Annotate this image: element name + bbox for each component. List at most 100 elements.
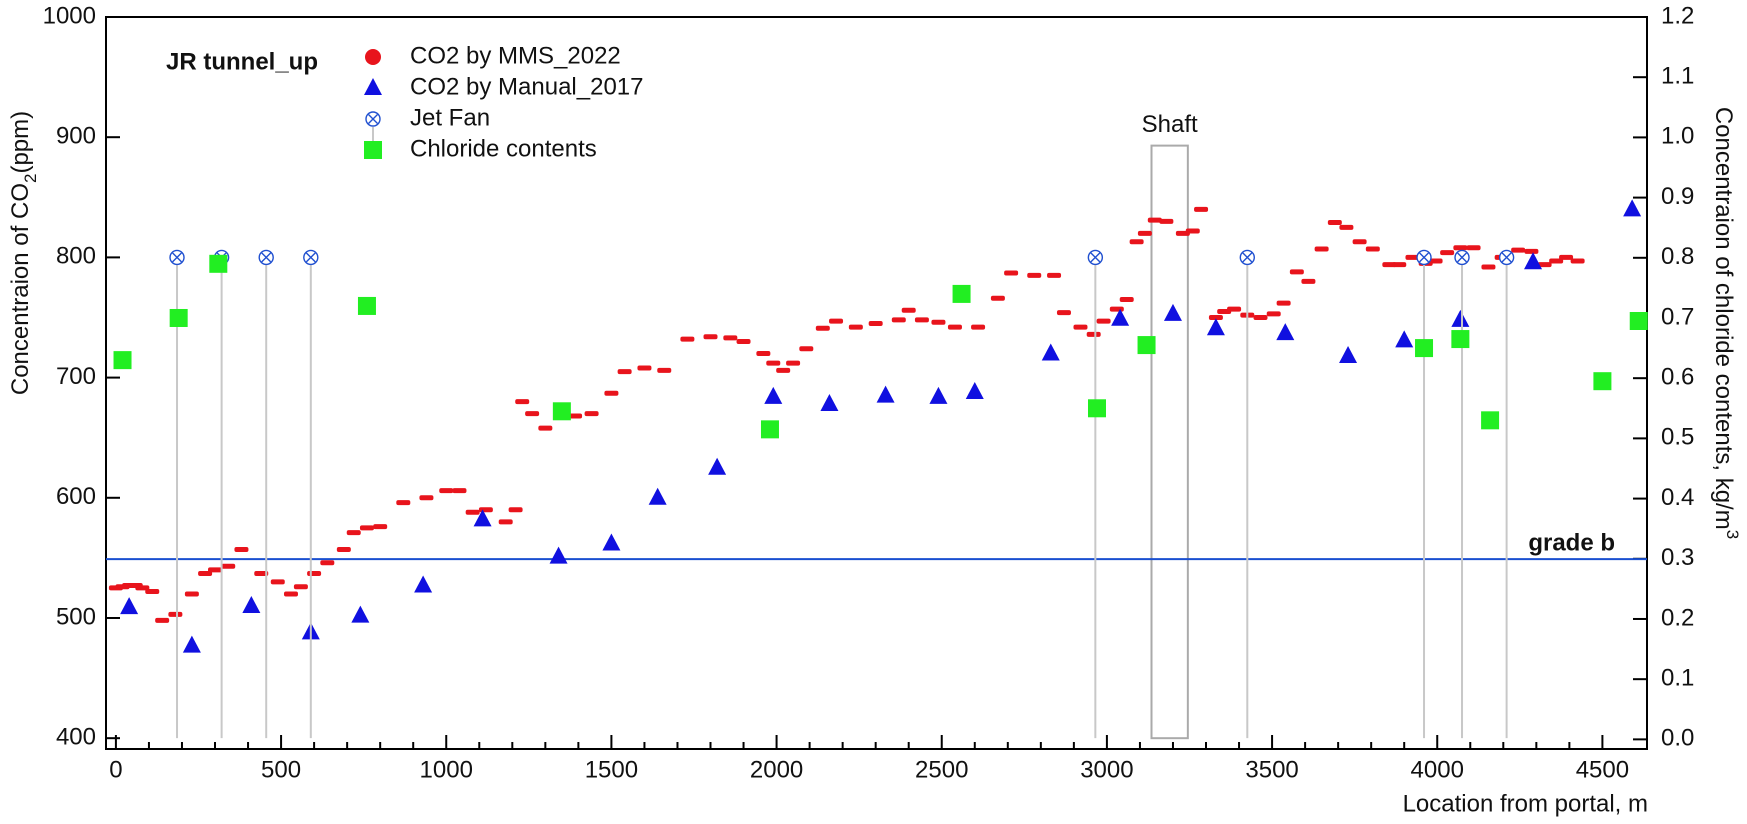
shaft-box xyxy=(1150,144,1189,740)
y2-tick-label: 0.4 xyxy=(1661,484,1694,511)
point xyxy=(145,589,160,595)
jet-fan-cross xyxy=(1457,252,1468,263)
point xyxy=(901,307,916,313)
jet-fan-cross xyxy=(368,114,378,124)
point xyxy=(947,324,962,330)
y2-tick-label: 0.3 xyxy=(1661,544,1694,571)
point xyxy=(1289,269,1304,275)
y-axis-label: Concentraion of CO2(ppm) xyxy=(7,111,40,395)
y-tick-label: 600 xyxy=(56,483,96,510)
point xyxy=(1428,258,1443,264)
point xyxy=(242,595,261,613)
point xyxy=(703,334,718,340)
point xyxy=(1405,254,1420,260)
point xyxy=(1137,336,1156,355)
point xyxy=(1239,249,1255,266)
point xyxy=(336,546,351,552)
x-tick-label: 4000 xyxy=(1411,756,1464,783)
point xyxy=(396,500,411,506)
point xyxy=(766,360,781,366)
point xyxy=(1109,306,1124,312)
point xyxy=(538,425,553,431)
point xyxy=(508,507,523,513)
point xyxy=(891,317,906,323)
point xyxy=(184,591,199,597)
point xyxy=(498,519,513,525)
point xyxy=(760,420,779,439)
point xyxy=(584,411,599,417)
point xyxy=(1629,311,1648,330)
x-tick-label: 2000 xyxy=(750,756,803,783)
point xyxy=(198,571,213,577)
point xyxy=(820,394,839,412)
point xyxy=(1339,224,1354,230)
y2-tick-label: 1.1 xyxy=(1661,63,1694,90)
point xyxy=(1392,262,1407,268)
point xyxy=(1276,300,1291,306)
point xyxy=(452,488,467,494)
point xyxy=(1208,314,1223,320)
point xyxy=(1559,254,1574,260)
point xyxy=(648,487,667,505)
point xyxy=(764,386,783,404)
plot-frame xyxy=(105,16,1648,750)
legend-marker xyxy=(364,78,382,95)
point xyxy=(182,635,201,653)
point xyxy=(1137,230,1152,236)
y2-tick-label: 0.7 xyxy=(1661,303,1694,330)
point xyxy=(254,571,269,577)
point xyxy=(169,249,185,266)
point xyxy=(293,584,308,590)
point xyxy=(952,284,971,303)
point xyxy=(1481,264,1496,270)
y2-tick-label: 0.8 xyxy=(1661,243,1694,270)
point xyxy=(1185,228,1200,234)
point xyxy=(525,411,540,417)
point xyxy=(1454,249,1470,266)
x-tick-label: 3500 xyxy=(1245,756,1298,783)
x-tick-label: 0 xyxy=(109,756,122,783)
point xyxy=(346,530,361,536)
point xyxy=(1314,246,1329,252)
point xyxy=(1027,272,1042,278)
point xyxy=(1352,239,1367,245)
point xyxy=(515,399,530,405)
point xyxy=(1087,399,1106,418)
x-axis-label: Location from portal, m xyxy=(1403,790,1648,817)
legend-label: CO2 by Manual_2017 xyxy=(410,73,643,100)
point xyxy=(155,617,170,623)
point xyxy=(1119,296,1134,302)
point xyxy=(929,386,948,404)
shaft-label: Shaft xyxy=(1142,111,1198,138)
point xyxy=(419,495,434,501)
point xyxy=(283,591,298,597)
point xyxy=(258,249,274,266)
y-tick-label: 500 xyxy=(56,603,96,630)
point xyxy=(1511,247,1526,253)
point xyxy=(1537,262,1552,268)
point xyxy=(1266,311,1281,317)
point xyxy=(931,319,946,325)
jet-fan-cross xyxy=(1501,252,1512,263)
point xyxy=(1498,249,1515,266)
y2-tick-label: 1.0 xyxy=(1661,123,1694,150)
point xyxy=(270,579,285,585)
y-tick-label: 900 xyxy=(56,123,96,150)
y-tick-label: 400 xyxy=(56,724,96,751)
point xyxy=(1041,343,1060,361)
point xyxy=(1111,308,1130,326)
x-tick-label: 500 xyxy=(261,756,301,783)
point xyxy=(1524,252,1543,270)
jet-fan-cross xyxy=(261,252,272,263)
point xyxy=(848,324,863,330)
point xyxy=(1453,245,1468,251)
point xyxy=(723,335,738,341)
point xyxy=(1570,258,1585,264)
point xyxy=(208,567,223,573)
point xyxy=(637,365,652,371)
point xyxy=(1623,199,1642,217)
point xyxy=(1524,248,1539,254)
jet-fan-cross xyxy=(172,252,183,263)
point xyxy=(708,457,727,475)
point xyxy=(1047,272,1062,278)
